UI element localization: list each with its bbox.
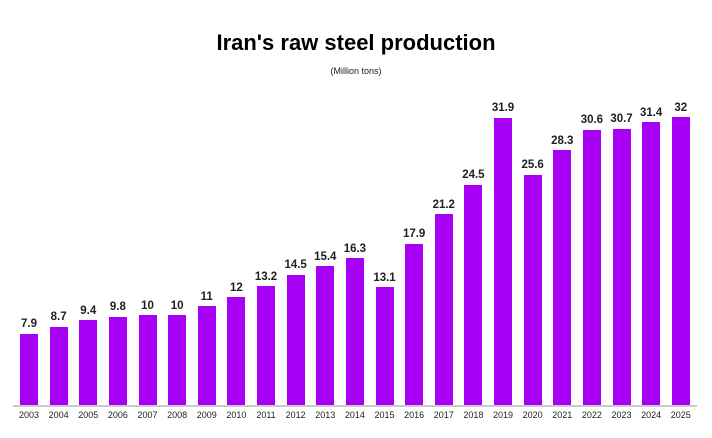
bar-value-label: 30.7	[610, 113, 633, 126]
bar-group: 28.3	[551, 134, 574, 405]
bar-value-label: 11	[200, 290, 213, 303]
bar-value-label: 10	[170, 299, 184, 312]
bar-value-label: 9.4	[80, 304, 97, 317]
bar	[375, 287, 394, 405]
x-axis-label: 2018	[463, 410, 484, 420]
chart-title: Iran's raw steel production	[216, 30, 496, 55]
bar-value-label: 32	[674, 101, 688, 114]
bar-chart: 7.9 8.7 9.4 9.8 10 10 11 12 13.2 14.5 15.4 16.3 13.1…	[13, 90, 697, 420]
x-axis-label: 2020	[522, 410, 543, 420]
bar	[612, 128, 631, 405]
bar	[671, 117, 690, 405]
bar-group: 24.5	[462, 169, 485, 405]
bar	[257, 286, 275, 405]
bar-group: 13.2	[254, 270, 278, 405]
bar-group: 7.9	[20, 319, 38, 405]
x-axis-label: 2015	[374, 410, 395, 420]
x-axis-label: 2012	[285, 410, 306, 420]
bar	[168, 315, 187, 405]
bar	[464, 184, 483, 405]
bar-value-label: 14.5	[284, 259, 307, 271]
bar-group: 12	[227, 281, 246, 405]
x-axis-label: 2023	[611, 410, 632, 420]
bar-value-label: 12	[229, 281, 243, 294]
bar	[138, 315, 157, 405]
bar-value-label: 13.1	[373, 271, 396, 284]
bar-group: 17.9	[402, 228, 426, 405]
bar	[582, 129, 601, 405]
bar-value-label: 28.3	[551, 134, 574, 147]
bar	[434, 214, 453, 405]
bar-group: 10	[168, 299, 187, 405]
x-axis-label: 2006	[107, 410, 128, 420]
bar	[345, 258, 364, 405]
bar-value-label: 17.9	[402, 228, 426, 241]
bar-group: 15.4	[314, 250, 337, 405]
bar	[642, 122, 661, 405]
bar	[405, 243, 424, 405]
bar-value-label: 9.8	[109, 301, 126, 314]
bar-value-label: 13.2	[254, 270, 278, 283]
x-axis-label: 2008	[167, 410, 188, 420]
bar-group: 11	[197, 290, 216, 405]
bar	[227, 297, 246, 405]
plot-area: 7.9 8.7 9.4 9.8 10 10 11 12 13.2 14.5 15.4 16.3 13.1…	[13, 90, 697, 405]
x-axis-label: 2025	[670, 410, 691, 420]
bar-group: 8.7	[49, 311, 68, 405]
bar-group: 21.2	[432, 198, 455, 405]
x-axis-label: 2005	[78, 410, 99, 420]
x-axis-label: 2024	[641, 410, 662, 420]
bar	[49, 326, 68, 405]
x-axis-label: 2014	[344, 410, 365, 420]
bar-value-label: 10	[141, 299, 154, 312]
bar-group: 32	[671, 101, 690, 405]
bar	[553, 150, 572, 405]
bar	[286, 274, 305, 405]
bar	[20, 333, 38, 405]
bar-group: 25.6	[521, 159, 544, 405]
bar-value-label: 25.6	[521, 159, 544, 172]
bar-value-label: 31.9	[491, 102, 515, 115]
x-axis-label: 2013	[315, 410, 336, 420]
bar-group: 30.7	[610, 113, 633, 405]
x-axis-label: 2007	[137, 410, 158, 420]
bar-group: 31.4	[639, 106, 663, 405]
bar-value-label: 24.5	[462, 169, 485, 181]
bar-group: 14.5	[284, 259, 307, 405]
bar	[494, 117, 512, 405]
bar-group: 9.8	[108, 301, 127, 405]
bar-value-label: 21.2	[432, 198, 455, 211]
x-axis-label: 2011	[256, 410, 276, 420]
bar	[108, 316, 127, 405]
bar	[79, 320, 98, 405]
x-axis-label: 2022	[581, 410, 602, 420]
bar	[523, 174, 542, 405]
x-axis-label: 2004	[48, 410, 69, 420]
bar	[197, 306, 216, 405]
bar	[316, 266, 335, 405]
bar-group: 10	[138, 299, 157, 405]
x-axis-label: 2019	[492, 410, 514, 420]
x-axis-label: 2003	[18, 410, 40, 420]
bar-group: 13.1	[373, 271, 396, 405]
bar-value-label: 8.7	[50, 311, 67, 324]
x-axis-labels: 2003 2004 2005 2006 2007 2008 2009 2010 2011 2012…	[13, 411, 697, 420]
bar-group: 9.4	[79, 304, 98, 405]
x-axis-label: 2010	[226, 410, 247, 420]
bar-value-label: 31.4	[639, 106, 663, 119]
x-axis-label: 2016	[404, 410, 425, 420]
bar-group: 16.3	[343, 242, 367, 405]
bar-group: 30.6	[580, 114, 604, 405]
bar-value-label: 30.6	[580, 114, 604, 127]
x-axis-label: 2021	[552, 410, 573, 420]
x-axis-label: 2009	[196, 410, 217, 420]
x-axis-label: 2017	[433, 410, 454, 420]
x-axis-line	[13, 405, 697, 407]
bar-value-label: 15.4	[314, 250, 337, 263]
bar-value-label: 7.9	[21, 318, 37, 331]
bar-value-label: 16.3	[343, 242, 367, 255]
chart-subtitle: (Million tons)	[330, 66, 382, 76]
bar-group: 31.9	[491, 102, 515, 405]
